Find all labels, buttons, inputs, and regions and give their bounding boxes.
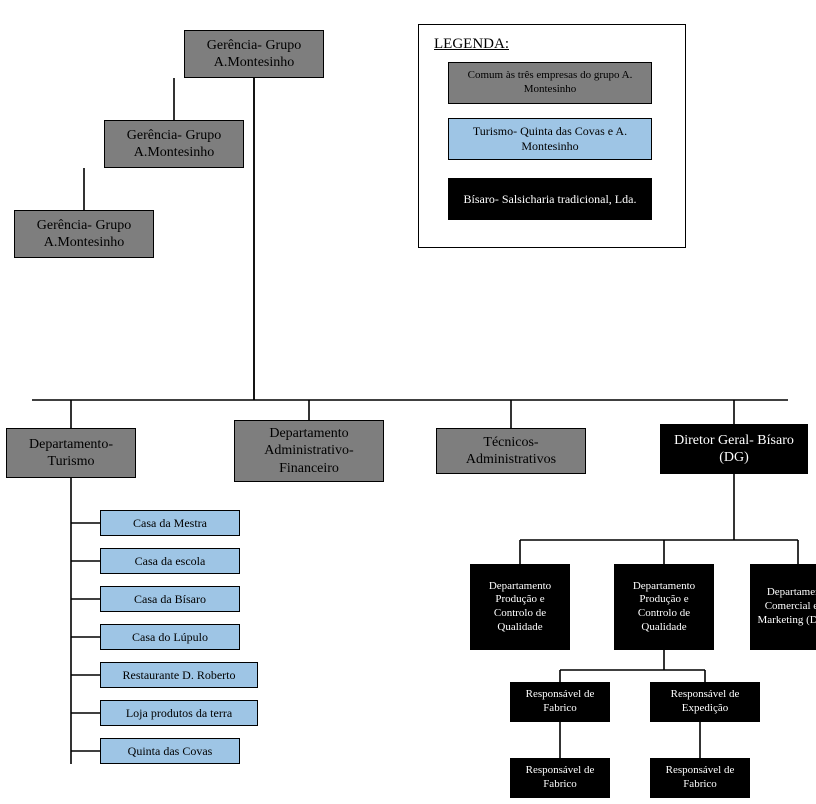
node-dep_prod2: Departamento Produção e Controlo de Qual… (614, 564, 714, 650)
legend-item-2: Bísaro- Salsicharia tradicional, Lda. (448, 178, 652, 220)
node-dep_com: Departamento Comercial e de Marketing (D… (750, 564, 816, 650)
node-resp_fab3: Responsável de Fabrico (650, 758, 750, 798)
node-g1: Gerência- Grupo A.Montesinho (184, 30, 324, 78)
node-restaurante: Restaurante D. Roberto (100, 662, 258, 688)
legend-title: LEGENDA: (434, 36, 509, 53)
node-quinta: Quinta das Covas (100, 738, 240, 764)
node-dg: Diretor Geral- Bísaro (DG) (660, 424, 808, 474)
node-g3: Gerência- Grupo A.Montesinho (14, 210, 154, 258)
node-casa_bisaro: Casa da Bísaro (100, 586, 240, 612)
node-dep_admin: Departamento Administrativo- Financeiro (234, 420, 384, 482)
node-dep_turismo: Departamento- Turismo (6, 428, 136, 478)
node-dep_prod1: Departamento Produção e Controlo de Qual… (470, 564, 570, 650)
node-resp_exp: Responsável de Expedição (650, 682, 760, 722)
node-g2: Gerência- Grupo A.Montesinho (104, 120, 244, 168)
node-resp_fab2: Responsável de Fabrico (510, 758, 610, 798)
node-casa_escola: Casa da escola (100, 548, 240, 574)
legend-item-0: Comum às três empresas do grupo A. Monte… (448, 62, 652, 104)
node-casa_lupulo: Casa do Lúpulo (100, 624, 240, 650)
legend-item-1: Turismo- Quinta das Covas e A. Montesinh… (448, 118, 652, 160)
node-tecnicos: Técnicos- Administrativos (436, 428, 586, 474)
node-resp_fab1: Responsável de Fabrico (510, 682, 610, 722)
node-loja: Loja produtos da terra (100, 700, 258, 726)
node-casa_mestra: Casa da Mestra (100, 510, 240, 536)
